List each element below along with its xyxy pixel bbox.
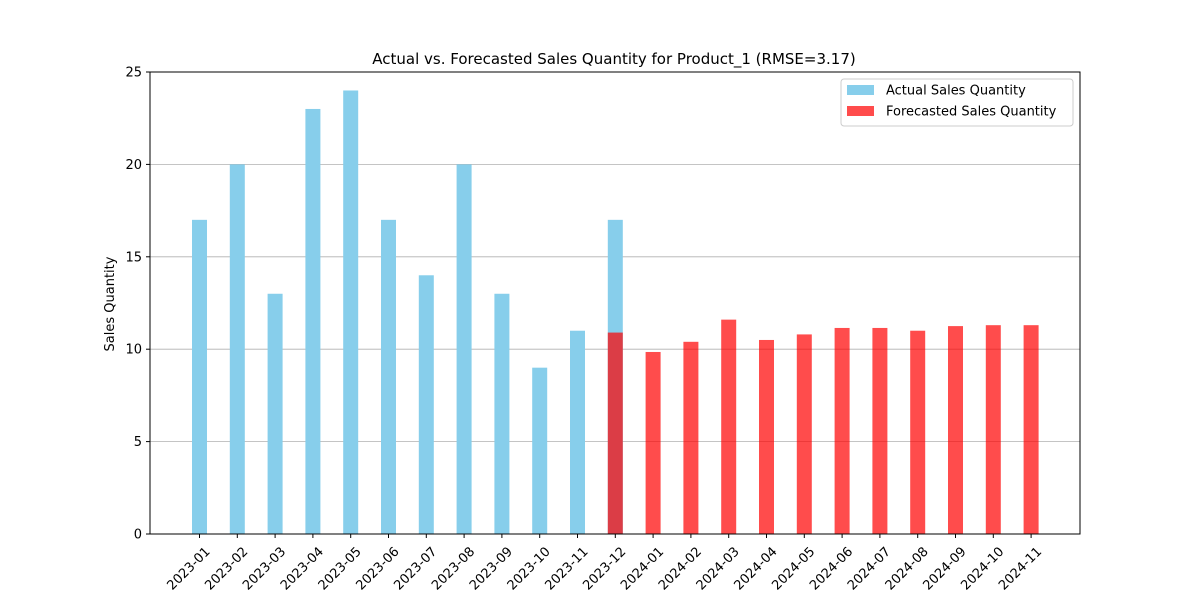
chart-title: Actual vs. Forecasted Sales Quantity for…: [372, 50, 855, 69]
actual-bar: [343, 90, 359, 534]
axes: [146, 71, 1081, 538]
bars: [192, 90, 1039, 535]
forecast-bar: [1023, 325, 1039, 534]
forecast-bar: [759, 339, 774, 534]
legend-swatch-actual: [847, 85, 874, 95]
actual-bar: [418, 275, 434, 534]
y-tick-label: 5: [134, 435, 142, 450]
actual-bar: [267, 293, 283, 534]
y-tick-label: 15: [125, 250, 142, 265]
forecast-bar: [948, 326, 963, 534]
forecast-bar: [985, 325, 1001, 534]
y-tick-label: 10: [125, 343, 142, 358]
actual-bar: [192, 219, 207, 534]
actual-bar: [381, 219, 396, 534]
forecast-bar: [607, 332, 623, 534]
y-tick-label: 25: [125, 66, 142, 81]
forecast-bar: [872, 327, 888, 534]
y-tick-label: 0: [134, 528, 142, 543]
actual-bar: [570, 330, 585, 534]
forecast-bar: [834, 327, 850, 534]
forecast-bar: [721, 319, 737, 534]
tick-labels: 05101520252023-012023-022023-032023-0420…: [125, 66, 1045, 594]
actual-bar: [456, 164, 472, 534]
legend-label-forecast: Forecasted Sales Quantity: [886, 105, 1057, 120]
y-tick-label: 20: [125, 158, 142, 173]
actual-bar: [229, 164, 245, 534]
forecast-bar: [645, 351, 661, 534]
legend-label-actual: Actual Sales Quantity: [886, 84, 1026, 99]
actual-bar: [494, 293, 510, 534]
actual-bar: [305, 108, 321, 535]
y-axis-label: Sales Quantity: [103, 256, 118, 351]
legend-swatch-forecast: [847, 106, 874, 116]
forecast-bar: [796, 334, 812, 534]
legend-box: [840, 78, 1074, 127]
legend: Actual Sales Quantity Forecasted Sales Qu…: [840, 78, 1074, 127]
forecast-bar: [683, 341, 699, 534]
forecast-bar: [910, 330, 926, 534]
actual-bar: [532, 367, 548, 534]
